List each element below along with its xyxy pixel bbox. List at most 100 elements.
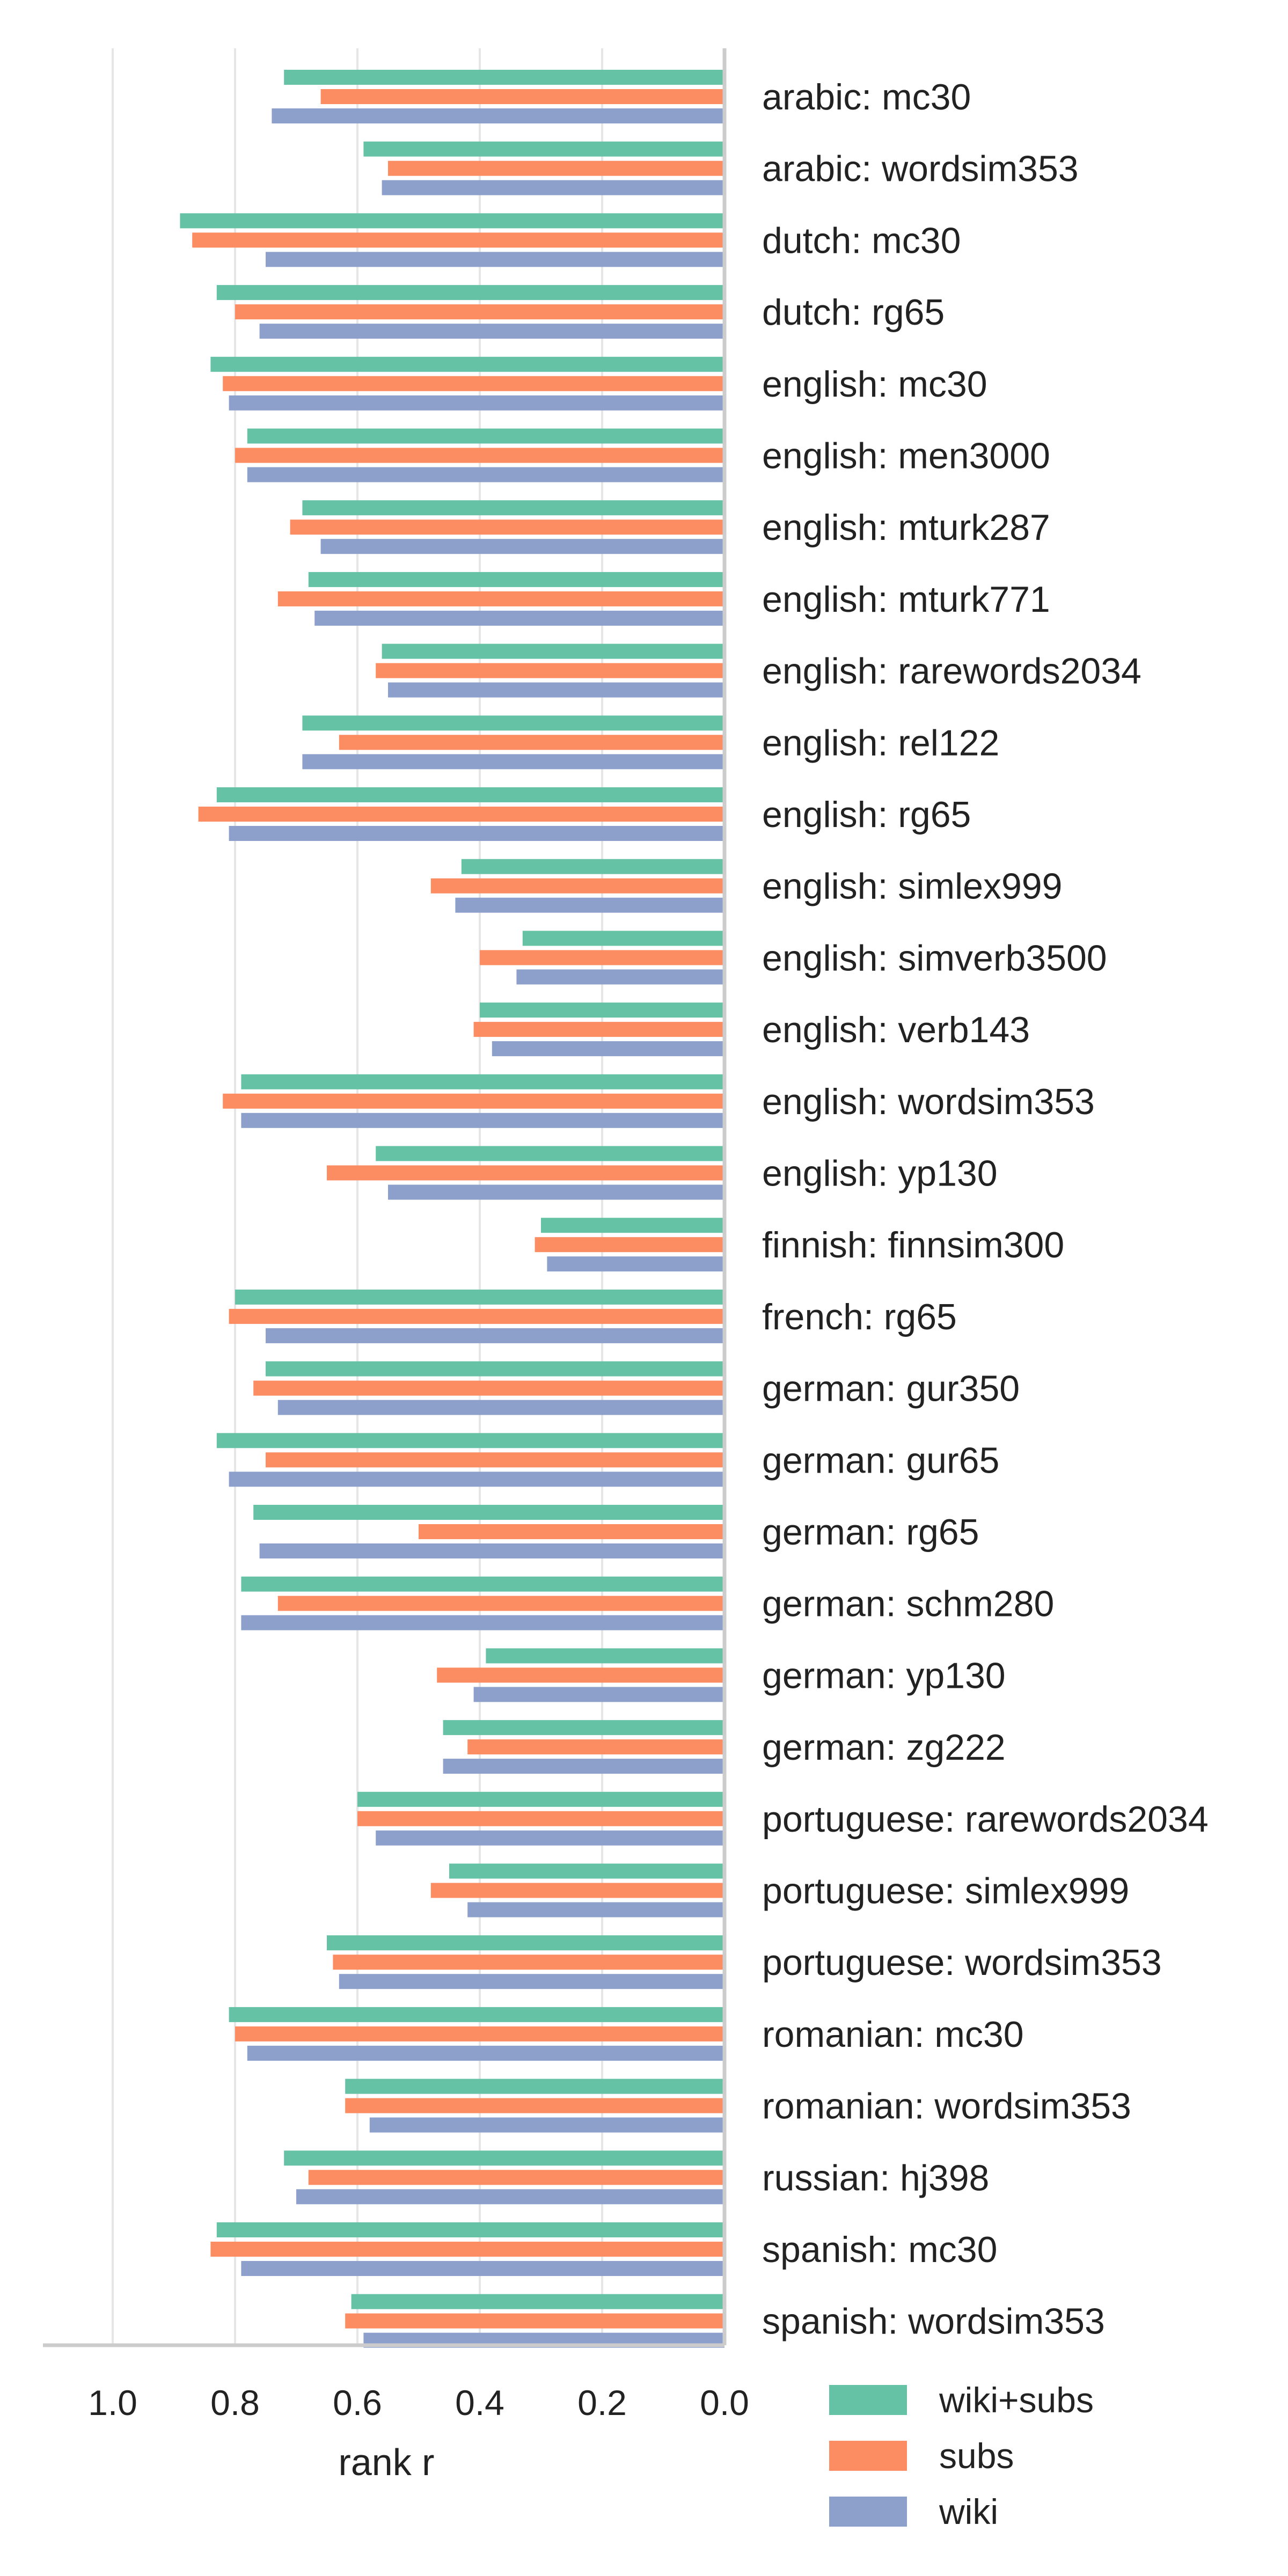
- bar-wiki-subs-26: [327, 1935, 724, 1951]
- legend-swatch-2: [829, 2497, 907, 2527]
- legend-label-0: wiki+subs: [939, 2380, 1094, 2420]
- bar-subs-13: [473, 1022, 724, 1037]
- bar-wiki-subs-16: [541, 1218, 724, 1233]
- bar-wiki-subs-17: [235, 1289, 724, 1305]
- bars: [180, 70, 725, 2348]
- bar-subs-19: [266, 1452, 724, 1468]
- category-label-18: german: gur350: [762, 1368, 1020, 1409]
- bar-wiki-14: [241, 1113, 724, 1128]
- bar-wiki-15: [388, 1184, 724, 1200]
- category-label-24: portuguese: rarewords2034: [762, 1799, 1209, 1840]
- x-tick-label-2: 0.6: [333, 2383, 382, 2423]
- bar-wiki-subs-5: [247, 428, 724, 444]
- bar-wiki-subs-14: [241, 1074, 724, 1089]
- bar-subs-18: [253, 1380, 724, 1396]
- bar-subs-12: [480, 950, 724, 965]
- x-tick-label-1: 0.8: [210, 2383, 260, 2423]
- bar-subs-14: [223, 1093, 724, 1109]
- bar-wiki-subs-29: [284, 2150, 724, 2166]
- bar-wiki-6: [320, 539, 724, 554]
- category-label-16: finnish: finnsim300: [762, 1225, 1064, 1265]
- bar-wiki-subs-11: [461, 859, 724, 874]
- bar-subs-2: [192, 232, 724, 248]
- category-label-22: german: yp130: [762, 1655, 1006, 1696]
- category-label-0: arabic: mc30: [762, 77, 971, 118]
- bar-wiki-2: [266, 252, 724, 267]
- bar-wiki-27: [247, 2045, 724, 2061]
- bar-wiki-subs-19: [216, 1433, 724, 1448]
- bar-wiki-subs-13: [480, 1002, 724, 1018]
- bar-wiki-28: [369, 2117, 724, 2133]
- bar-wiki-subs-25: [449, 1863, 724, 1879]
- category-label-15: english: yp130: [762, 1153, 998, 1194]
- bar-wiki-1: [382, 180, 724, 195]
- bar-wiki-subs-21: [241, 1576, 724, 1592]
- category-label-9: english: rel122: [762, 722, 999, 763]
- bar-wiki-subs-0: [284, 70, 724, 85]
- bar-subs-25: [430, 1883, 724, 1898]
- category-label-10: english: rg65: [762, 794, 971, 835]
- bar-subs-24: [357, 1811, 724, 1826]
- bar-wiki-subs-18: [266, 1361, 724, 1377]
- bar-wiki-subs-6: [302, 500, 724, 516]
- bar-subs-22: [437, 1667, 724, 1683]
- category-label-13: english: verb143: [762, 1009, 1030, 1050]
- bar-wiki-29: [296, 2189, 724, 2205]
- x-tick-labels: 1.0 0.8 0.6 0.4 0.2 0.0: [88, 2383, 749, 2423]
- bar-wiki-subs-8: [382, 643, 724, 659]
- legend-label-1: subs: [939, 2436, 1014, 2476]
- bar-subs-21: [277, 1596, 724, 1611]
- bar-subs-8: [376, 663, 724, 678]
- x-tick-label-5: 0.0: [700, 2383, 749, 2423]
- bar-subs-15: [327, 1165, 724, 1181]
- bar-wiki-10: [229, 826, 725, 841]
- bar-wiki-20: [259, 1543, 725, 1558]
- bar-wiki-23: [443, 1759, 724, 1774]
- bar-wiki-subs-4: [210, 356, 724, 372]
- bar-wiki-16: [547, 1256, 724, 1272]
- bar-subs-17: [229, 1308, 725, 1324]
- bar-subs-3: [235, 304, 724, 320]
- x-axis-title: rank r: [339, 2441, 435, 2483]
- bar-wiki-subs-2: [180, 213, 724, 229]
- category-label-6: english: mturk287: [762, 507, 1050, 548]
- bar-wiki-22: [473, 1687, 724, 1702]
- category-label-17: french: rg65: [762, 1297, 957, 1337]
- bar-subs-29: [308, 2170, 724, 2185]
- bar-wiki-4: [229, 395, 725, 411]
- category-label-21: german: schm280: [762, 1584, 1054, 1624]
- category-label-12: english: simverb3500: [762, 938, 1107, 978]
- bar-wiki-7: [314, 610, 724, 626]
- bar-wiki-subs-15: [376, 1146, 724, 1161]
- bar-subs-1: [388, 160, 724, 176]
- category-label-19: german: gur65: [762, 1440, 999, 1481]
- category-label-28: romanian: wordsim353: [762, 2086, 1131, 2127]
- bar-subs-23: [467, 1739, 724, 1755]
- category-label-8: english: rarewords2034: [762, 651, 1141, 692]
- bar-wiki-3: [259, 324, 725, 339]
- bar-subs-30: [210, 2242, 724, 2257]
- bar-wiki-18: [277, 1400, 724, 1415]
- bar-subs-16: [535, 1237, 724, 1253]
- x-tick-label-0: 1.0: [88, 2383, 137, 2423]
- bar-wiki-subs-10: [216, 787, 724, 802]
- bar-wiki-subs-27: [229, 2007, 725, 2022]
- bar-subs-26: [333, 1955, 724, 1970]
- bar-wiki-12: [516, 969, 724, 985]
- legend: wiki+subs subs wiki: [829, 2380, 1094, 2531]
- bar-wiki-26: [339, 1974, 724, 1989]
- bar-wiki-0: [272, 108, 724, 123]
- legend-swatch-1: [829, 2441, 907, 2471]
- bar-wiki-24: [376, 1830, 724, 1846]
- bar-wiki-subs-12: [522, 931, 724, 946]
- bar-wiki-subs-28: [345, 2079, 724, 2094]
- bar-wiki-subs-1: [363, 141, 724, 157]
- category-label-2: dutch: mc30: [762, 220, 961, 261]
- bar-subs-5: [235, 448, 724, 463]
- bar-wiki-subs-7: [308, 572, 724, 587]
- category-label-31: spanish: wordsim353: [762, 2301, 1105, 2342]
- legend-swatch-0: [829, 2385, 907, 2415]
- bar-subs-31: [345, 2313, 724, 2329]
- category-label-11: english: simlex999: [762, 866, 1062, 907]
